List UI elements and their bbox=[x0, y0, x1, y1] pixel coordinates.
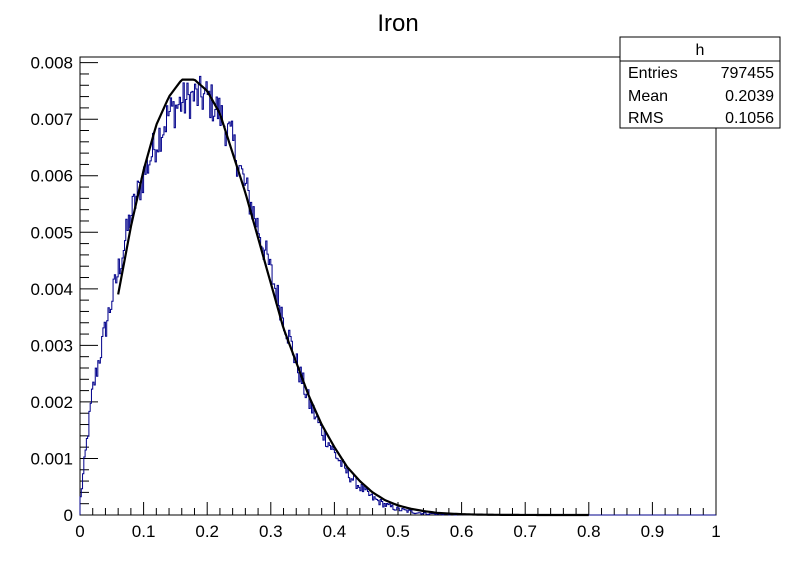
x-tick-label: 0.7 bbox=[513, 522, 537, 541]
y-tick-label: 0.008 bbox=[30, 54, 73, 73]
x-tick-label: 0.1 bbox=[132, 522, 156, 541]
y-tick-label: 0.006 bbox=[30, 167, 73, 186]
x-tick-label: 0.9 bbox=[641, 522, 665, 541]
stats-value-mean: 0.2039 bbox=[725, 88, 774, 105]
y-tick-label: 0.001 bbox=[30, 449, 73, 468]
y-tick-label: 0 bbox=[64, 506, 73, 525]
fit-curve bbox=[117, 78, 589, 517]
stats-value-entries: 797455 bbox=[721, 65, 774, 82]
stats-box: h Entries 797455 Mean 0.2039 RMS 0.1056 bbox=[619, 36, 781, 129]
x-tick-label: 0 bbox=[75, 522, 84, 541]
stats-box-frame bbox=[619, 36, 781, 129]
x-tick-label: 0.5 bbox=[386, 522, 410, 541]
x-tick-label: 1 bbox=[711, 522, 720, 541]
x-tick-label: 0.4 bbox=[323, 522, 347, 541]
stats-box-name: h bbox=[696, 42, 705, 59]
axis-ticks bbox=[79, 62, 717, 516]
stats-label-entries: Entries bbox=[628, 65, 678, 82]
histogram-series bbox=[79, 75, 716, 516]
x-tick-label: 0.6 bbox=[450, 522, 474, 541]
x-tick-labels: 0 0.1 0.2 0.3 0.4 0.5 0.6 0.7 0.8 0.9 1 bbox=[75, 522, 720, 541]
y-tick-label: 0.002 bbox=[30, 393, 73, 412]
x-tick-label: 0.8 bbox=[577, 522, 601, 541]
stats-label-rms: RMS bbox=[628, 110, 664, 127]
y-tick-label: 0.007 bbox=[30, 110, 73, 129]
y-tick-label: 0.005 bbox=[30, 223, 73, 242]
chart-title: Iron bbox=[377, 10, 418, 37]
stats-label-mean: Mean bbox=[628, 88, 668, 105]
y-tick-label: 0.004 bbox=[30, 280, 73, 299]
x-tick-label: 0.2 bbox=[195, 522, 219, 541]
stats-value-rms: 0.1056 bbox=[725, 110, 774, 127]
y-tick-label: 0.003 bbox=[30, 336, 73, 355]
x-tick-label: 0.3 bbox=[259, 522, 283, 541]
series-layer bbox=[79, 75, 716, 517]
y-tick-labels: 0 0.001 0.002 0.003 0.004 0.005 0.006 0.007 0.00… bbox=[30, 54, 73, 525]
